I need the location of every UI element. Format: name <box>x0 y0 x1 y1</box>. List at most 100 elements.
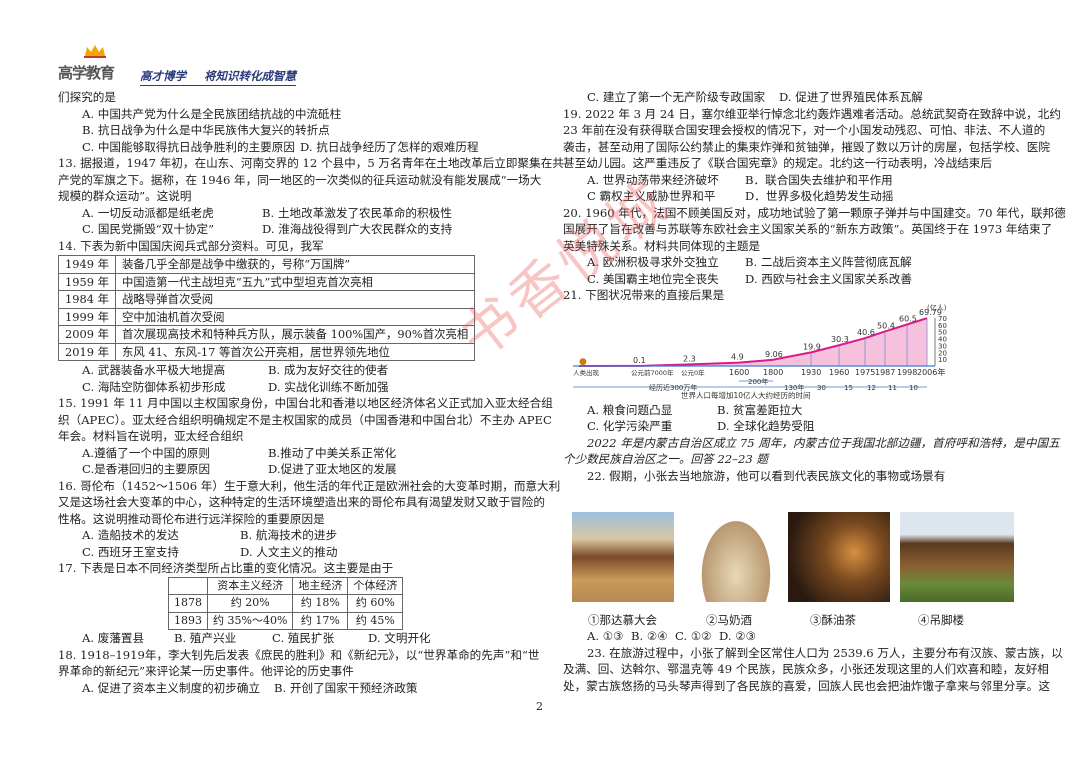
q19-option-a: A. 世界动荡带来经济破坏 <box>587 172 719 187</box>
span-label: 200年 <box>748 377 768 386</box>
header-cell: 地主经济 <box>292 576 349 595</box>
person-icon: ● <box>579 357 587 367</box>
q17-option-b: B. 殖产兴业 <box>174 631 237 645</box>
q19-line: 23 年前在没有获得联合国安理会授权的情况下，对一个小国发动残忍、可怕、非法、不… <box>563 123 1046 137</box>
q17-table-row: 1878 约 20% 约 18% 约 60% <box>168 594 404 613</box>
q21-option-d: D. 全球化趋势受阻 <box>717 419 815 433</box>
q19-line: 袭击，甚至动用了国际公约禁止的集束炸弹和贫铀弹，摧毁了数以万计的房屋，包括学校、… <box>563 139 1050 154</box>
span-label: 15 <box>844 384 853 392</box>
q19-option-c: C 霸权主义威胁世界和平 <box>587 189 716 203</box>
value-label: 0.1 <box>633 355 646 364</box>
table-cell: 约 60% <box>347 594 404 613</box>
year-cell: 2019 年 <box>58 342 116 361</box>
value-label: 9.06 <box>765 349 783 358</box>
population-area <box>579 317 927 366</box>
x-tick-label: 1975 <box>855 368 875 377</box>
q12-option-b: B. 抗日战争为什么是中华民族伟大复兴的转折点 <box>82 123 330 137</box>
value-label: 69.79 <box>919 308 942 317</box>
q23-line: 23. 在旅游过程中，小张了解到全区常住人口为 2539.6 万人，主要分布有汉… <box>587 645 1063 660</box>
q19-option-d: D．世界多极化趋势发生动摇 <box>745 189 894 203</box>
q15-option-c: C.是香港回归的主要原因 <box>82 462 211 476</box>
table-cell: 约 18% <box>292 594 349 613</box>
q19-line: 19. 2022 年 3 月 24 日，塞尔维亚举行悼念北约轰炸遇难者活动。总统… <box>563 106 1061 121</box>
x-tick-label: 1930 <box>801 368 821 377</box>
year-cell: 1959 年 <box>58 272 116 291</box>
span-label: 11 <box>888 384 897 392</box>
q20-option-a: A. 欧洲积极寻求外交独立 <box>587 255 719 269</box>
table-cell: 约 35%～40% <box>206 611 294 630</box>
butter-tea-photo <box>788 512 890 602</box>
x-tick-label: 1960 <box>829 368 849 377</box>
q16-line: 16. 哥伦布（1452～1506 年）生于意大利，他生活的年代正是欧洲社会的大… <box>58 478 561 493</box>
x-tick-label: 1998 <box>897 368 917 377</box>
x-tick-label: 公元前7000年 <box>631 368 674 377</box>
q20-line: 20. 1960 年代，法国不顾美国反对，成功地试验了第一颗原子弹并与中国建交。… <box>563 205 1066 220</box>
photo-caption: ①那达慕大会 <box>588 613 657 627</box>
q12-stem: 们探究的是 <box>58 90 116 104</box>
page-number: 2 <box>536 700 543 713</box>
q13-option-b: B. 土地改革激发了农民革命的积极性 <box>262 205 452 220</box>
table-cell: 约 17% <box>292 611 349 630</box>
q13-line: 规模的群众运动”。这说明 <box>58 189 192 203</box>
value-label: 60.5 <box>899 314 917 323</box>
span-label: 12 <box>867 384 876 392</box>
year-cell: 1999 年 <box>58 307 116 326</box>
naadam-photo <box>572 512 674 602</box>
q17-option-c: C. 殖民扩张 <box>272 631 335 645</box>
photo-caption: ③酥油茶 <box>810 613 856 627</box>
year-cell: 2009 年 <box>58 325 116 344</box>
slogan: 高才博学 将知识转化成智慧 <box>140 68 297 86</box>
q23-line: 及满、回、达斡尔、鄂温克等 49 个民族，民族众多，小张还发现这里的人们欢喜和睦… <box>563 662 1049 676</box>
event-cell: 装备几乎全部是战争中缴获的，号称“万国牌” <box>114 255 476 274</box>
stilt-house-photo <box>900 512 1014 602</box>
population-line <box>578 316 928 367</box>
q14-option-a: A. 武器装备水平极大地提高 <box>82 363 226 377</box>
table-cell: 约 45% <box>347 611 404 630</box>
q18-option-a: A. 促进了资本主义制度的初步确立 <box>82 680 261 695</box>
q22-option-c: C. ①② <box>675 629 712 643</box>
q14-table-row: 2009 年首次展现高技术和特种兵方队，展示装备 100%国产，90%首次亮相 <box>58 325 476 344</box>
q15-line: 15. 1991 年 11 月中国以主权国家身份，中国台北和香港以地区经济体名义… <box>58 396 553 410</box>
q19-line: 甚至幼儿园。这严重违反了《联合国宪章》的规定。北约这一行动表明，冷战结束后 <box>563 156 992 170</box>
population-chart-wrap: ● 10 20 30 40 50 60 70 (亿人) 0.1 2.3 4.9 9.06 19.9 30.3… <box>563 304 1033 402</box>
q13-option-a: A. 一切反动派都是纸老虎 <box>82 205 214 220</box>
q21-option-b: B. 贫富差距拉大 <box>717 402 803 417</box>
value-label: 40.6 <box>857 328 875 337</box>
photo-caption: ④吊脚楼 <box>918 613 964 627</box>
q18-option-c: C. 建立了第一个无产阶级专政国家 <box>587 90 766 104</box>
q15-option-a: A.遵循了一个中国的原则 <box>82 445 210 460</box>
q17-stem: 17. 下表是日本不同经济类型所占比重的变化情况。这主要是由于 <box>58 561 394 575</box>
y-axis-unit: (亿人) <box>927 304 947 312</box>
q22-stem: 22. 假期，小张去当地旅游，他可以看到代表民族文化的事物或场景有 <box>587 468 946 483</box>
q23-line: 处，蒙古族悠扬的马头琴声得到了各民族的喜爱，回族人民也会把油炸馓子拿来与邻里分享… <box>563 678 1050 693</box>
q14-table-row: 1949 年装备几乎全部是战争中缴获的，号称“万国牌” <box>58 255 476 274</box>
q18-option-d: D. 促进了世界殖民体系瓦解 <box>779 90 923 104</box>
q14-option-b: B. 成为友好交往的使者 <box>268 363 389 377</box>
q16-option-a: A. 造船技术的发达 <box>82 528 179 542</box>
y-tick-label: 20 <box>938 349 947 357</box>
q18-line: 界革命的新纪元”来评论某一历史事件。他评论的历史事件 <box>58 664 354 678</box>
left-column: 们探究的是 A. 中国共产党为什么是全民族团结抗战的中流砥柱 B. 抗日战争为什… <box>58 89 564 696</box>
x-tick-label: 1600 <box>729 368 749 377</box>
x-tick-label: 1987 <box>875 368 895 377</box>
q18-option-b: B. 开创了国家干预经济政策 <box>274 680 418 695</box>
event-cell: 首次展现高技术和特种兵方队，展示装备 100%国产，90%首次亮相 <box>114 325 476 344</box>
event-cell: 中国造第一代主战坦克“五九”式中型坦克首次亮相 <box>114 272 476 291</box>
q21-stem: 21. 下图状况带来的直接后果是 <box>563 288 725 302</box>
q22-photos: ①那达慕大会 ②马奶酒 ③酥油茶 ④吊脚楼 <box>570 512 1014 627</box>
q14-option-c: C. 海陆空防御体系初步形成 <box>82 379 226 394</box>
q20-option-c: C. 美国霸主地位完全丧失 <box>587 271 719 286</box>
q14-stem: 14. 下表为新中国国庆阅兵式部分资料。可见，我军 <box>58 238 324 253</box>
x-tick-label: 人类出现 <box>573 368 600 377</box>
q13-option-d: D. 淮海战役得到广大农民群众的支持 <box>262 222 453 236</box>
table-cell: 约 20% <box>206 594 294 613</box>
q13-line: 13. 据报道，1947 年初，在山东、河南交界的 12 个县中，5 万名青年在… <box>58 156 564 170</box>
x-tick-label: 1800 <box>763 368 783 377</box>
y-tick-label: 70 <box>938 315 947 323</box>
right-column: C. 建立了第一个无产阶级专政国家 D. 促进了世界殖民体系瓦解 19. 2022… <box>563 89 1066 484</box>
span-label: 30 <box>817 384 826 392</box>
q14-table-row: 1999 年空中加油机首次受阅 <box>58 307 476 326</box>
q16-line: 又是这场社会大变革的中心，这种特定的生活环境塑造出来的哥伦布具有渴望发财又敢于冒… <box>58 495 545 509</box>
value-label: 19.9 <box>803 342 821 351</box>
